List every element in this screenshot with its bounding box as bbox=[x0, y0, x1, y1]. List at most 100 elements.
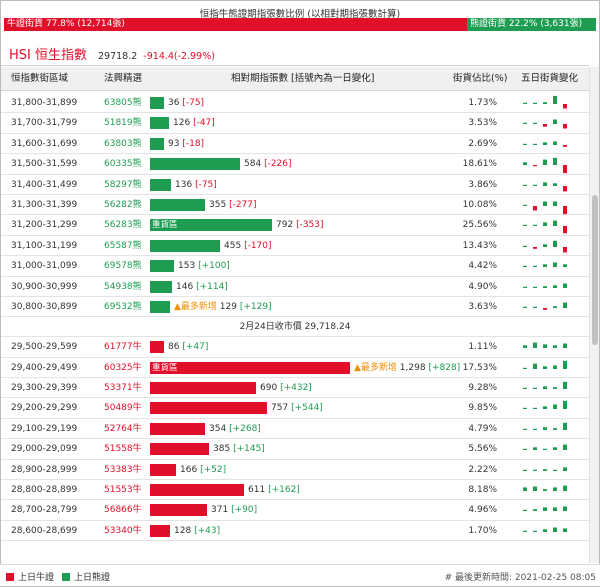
warrant-code-link[interactable]: 69532熊 bbox=[104, 301, 142, 312]
five-day-sparkline bbox=[523, 119, 567, 129]
table-header: 恒指數街區域 法興精選 相對期指張數 [括號內為一日變化] 街貨佔比(%) 五日… bbox=[1, 67, 589, 91]
warrant-code-link[interactable]: 53371牛 bbox=[104, 383, 142, 394]
contracts-value: 136 [-75] bbox=[175, 175, 217, 195]
sparkline-bar bbox=[533, 165, 537, 167]
contracts-value: 584 [-226] bbox=[244, 154, 292, 174]
table-row[interactable]: 29,200-29,299 50489牛 757 [+544] 9.85% bbox=[1, 398, 589, 419]
contracts-change: [+162] bbox=[268, 485, 300, 496]
sparkline-bar bbox=[553, 157, 557, 166]
contracts-count: 355 bbox=[209, 199, 227, 210]
sparkline-bar bbox=[523, 225, 527, 227]
sparkline-bar bbox=[523, 345, 527, 349]
table-row[interactable]: 31,600-31,699 63803熊 93 [-18] 2.69% bbox=[1, 134, 589, 155]
warrant-code-link[interactable]: 65587熊 bbox=[104, 240, 142, 251]
warrant-code-link[interactable]: 56866牛 bbox=[104, 505, 142, 516]
warrant-code-link[interactable]: 58297熊 bbox=[104, 179, 142, 190]
warrant-code-link[interactable]: 63805熊 bbox=[104, 98, 142, 108]
most-added-flag: ▲最多新增 bbox=[354, 362, 397, 373]
table-row[interactable]: 29,000-29,099 51558牛 385 [+145] 5.56% bbox=[1, 439, 589, 460]
contracts-value: ▲最多新增 1,298 [+828] bbox=[354, 358, 460, 378]
contracts-count: 153 bbox=[178, 261, 196, 272]
warrant-code-link[interactable]: 51558牛 bbox=[104, 444, 142, 455]
contracts-value: 792 [-353] bbox=[276, 215, 324, 235]
scrollbar-thumb[interactable] bbox=[592, 195, 598, 345]
warrant-code-link[interactable]: 50489牛 bbox=[104, 403, 142, 414]
contracts-value: 385 [+145] bbox=[213, 439, 265, 459]
warrant-code-link[interactable]: 60335熊 bbox=[104, 159, 142, 170]
range-cell: 31,200-31,299 bbox=[11, 220, 78, 231]
street-pct: 9.28% bbox=[468, 383, 497, 394]
contracts-bar bbox=[150, 97, 164, 109]
range-cell: 29,200-29,299 bbox=[11, 403, 78, 414]
table-row[interactable]: 28,900-28,999 53383牛 166 [+52] 2.22% bbox=[1, 460, 589, 481]
table-row[interactable]: 28,700-28,799 56866牛 371 [+90] 4.96% bbox=[1, 500, 589, 521]
range-cell: 30,900-30,999 bbox=[11, 281, 78, 292]
contracts-bar bbox=[150, 443, 209, 456]
contracts-bar bbox=[150, 280, 172, 293]
range-cell: 29,000-29,099 bbox=[11, 444, 78, 455]
street-pct: 10.08% bbox=[462, 199, 497, 210]
footer: 上日牛證 上日熊證 # 最後更新時間: 2021-02-25 08:05 bbox=[0, 564, 600, 586]
contracts-change: [+47] bbox=[182, 342, 209, 353]
table-row[interactable]: 31,500-31,599 60335熊 584 [-226] 18.61% bbox=[1, 154, 589, 175]
sparkline-bar bbox=[563, 264, 567, 268]
bear-ratio-segment: 熊證街貨 22.2% (3,631張) bbox=[467, 18, 596, 31]
sparkline-bar bbox=[543, 307, 547, 310]
sparkline-bar bbox=[553, 220, 557, 227]
warrant-code-link[interactable]: 53340牛 bbox=[104, 525, 142, 536]
sparkline-bar bbox=[553, 387, 557, 390]
five-day-sparkline bbox=[523, 283, 567, 288]
table-row[interactable]: 29,400-29,499 60325牛 重貨區 ▲最多新增 1,298 [+828]… bbox=[1, 358, 589, 379]
contracts-value: 166 [+52] bbox=[180, 460, 226, 480]
warrant-code-link[interactable]: 54938熊 bbox=[104, 281, 142, 292]
sparkline-bar bbox=[523, 367, 527, 369]
sparkline-bar bbox=[553, 201, 557, 206]
table-row[interactable]: 29,300-29,399 53371牛 690 [+432] 9.28% bbox=[1, 378, 589, 399]
warrant-code-link[interactable]: 52764牛 bbox=[104, 423, 142, 434]
warrant-code-link[interactable]: 69578熊 bbox=[104, 261, 142, 272]
range-cell: 28,600-28,699 bbox=[11, 525, 78, 536]
table-row[interactable]: 29,500-29,599 61777牛 86 [+47] 1.11% bbox=[1, 337, 589, 358]
warrant-code-link[interactable]: 60325牛 bbox=[104, 362, 142, 373]
table-row[interactable]: 31,400-31,499 58297熊 136 [-75] 3.86% bbox=[1, 175, 589, 195]
table-row[interactable]: 31,300-31,399 56282熊 355 [-277] 10.08% bbox=[1, 195, 589, 216]
contracts-bar bbox=[150, 300, 170, 313]
sparkline-bar bbox=[533, 102, 537, 104]
sparkline-bar bbox=[563, 444, 567, 451]
sparkline-bar bbox=[553, 527, 557, 532]
five-day-sparkline bbox=[523, 181, 567, 191]
table-row[interactable]: 31,100-31,199 65587熊 455 [-170] 13.43% bbox=[1, 236, 589, 257]
table-row[interactable]: 30,900-30,999 54938熊 146 [+114] 4.90% bbox=[1, 277, 589, 297]
warrant-code-link[interactable]: 51553牛 bbox=[104, 485, 142, 496]
warrant-code-link[interactable]: 56283熊 bbox=[104, 220, 142, 231]
table-row[interactable]: 28,800-28,899 51553牛 611 [+162] 8.18% bbox=[1, 480, 589, 501]
table-row[interactable]: 31,800-31,899 63805熊 36 [-75] 1.73% bbox=[1, 93, 589, 114]
vertical-scrollbar[interactable] bbox=[589, 67, 599, 563]
warrant-code-link[interactable]: 56282熊 bbox=[104, 199, 142, 210]
table-row[interactable]: 29,100-29,199 52764牛 354 [+268] 4.79% bbox=[1, 419, 589, 440]
sparkline-bar bbox=[553, 487, 557, 492]
warrant-code-link[interactable]: 63803熊 bbox=[104, 138, 142, 149]
street-pct: 13.43% bbox=[462, 240, 497, 251]
sparkline-bar bbox=[533, 387, 537, 390]
table-row[interactable]: 28,600-28,699 53340牛 128 [+43] 1.70% bbox=[1, 521, 589, 542]
contracts-bar bbox=[150, 524, 170, 537]
contracts-count: 86 bbox=[168, 342, 180, 353]
sparkline-bar bbox=[523, 306, 527, 308]
sparkline-bar bbox=[533, 205, 537, 211]
warrant-code-link[interactable]: 53383牛 bbox=[104, 464, 142, 475]
contracts-bar bbox=[150, 382, 256, 395]
warrant-code-link[interactable]: 51819熊 bbox=[104, 118, 142, 129]
street-pct: 2.69% bbox=[468, 138, 497, 149]
five-day-sparkline bbox=[523, 381, 567, 390]
contracts-value: 153 [+100] bbox=[178, 256, 230, 276]
street-pct: 3.86% bbox=[468, 179, 497, 190]
sparkline-bar bbox=[543, 264, 547, 268]
table-row[interactable]: 31,700-31,799 51819熊 126 [-47] 3.53% bbox=[1, 113, 589, 134]
contracts-value: 690 [+432] bbox=[260, 378, 312, 398]
contracts-count: 1,298 bbox=[399, 362, 426, 373]
table-row[interactable]: 31,200-31,299 56283熊 重貨區 792 [-353] 25.56% bbox=[1, 215, 589, 236]
table-row[interactable]: 31,000-31,099 69578熊 153 [+100] 4.42% bbox=[1, 256, 589, 277]
table-row[interactable]: 30,800-30,899 69532熊 ▲最多新增 129 [+129] 3.63% bbox=[1, 297, 589, 318]
warrant-code-link[interactable]: 61777牛 bbox=[104, 342, 142, 353]
